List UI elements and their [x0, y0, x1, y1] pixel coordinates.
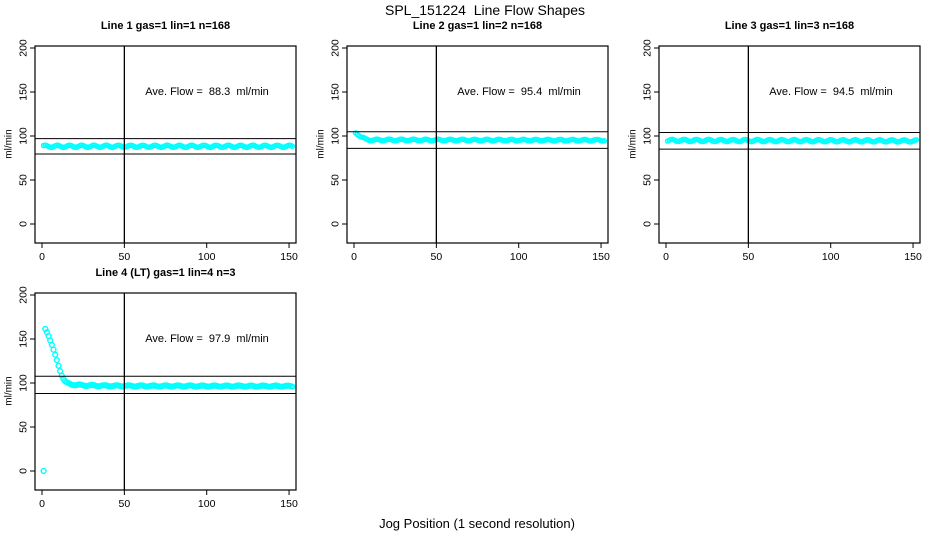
x-tick-label: 100: [822, 251, 840, 263]
plot-area-line-4: 0 50 100 150 0 50 100 150 200: [18, 286, 298, 510]
panel-title: Line 1 gas=1 lin=1 n=168: [100, 20, 231, 32]
x-tick-label: 100: [510, 251, 528, 263]
x-tick-label: 100: [198, 498, 216, 510]
x-tick-label: 50: [743, 251, 755, 263]
plot-area-line-1: 0 50 100 150 0 50 100 150 200: [18, 39, 298, 263]
ave-flow-annotation: Ave. Flow = 88.3 ml/min: [145, 86, 269, 98]
y-tick-label: 0: [18, 221, 30, 227]
y-tick-label: 150: [18, 83, 30, 101]
x-tick-label: 100: [198, 251, 216, 263]
x-tick-label: 150: [280, 498, 298, 510]
plot-box: [34, 292, 297, 491]
data-point: [289, 143, 296, 149]
y-axis: 0 50 100 150 200: [642, 39, 659, 227]
y-tick-label: 50: [18, 174, 30, 186]
y-tick-label: 150: [18, 330, 30, 348]
x-tick-label: 0: [351, 251, 357, 263]
data-point: [289, 383, 296, 390]
x-axis: 0 50 100 150: [351, 243, 610, 263]
x-tick-label: 0: [39, 498, 45, 510]
panel-title: Line 3 gas=1 lin=3 n=168: [724, 20, 855, 32]
panel-title: Line 2 gas=1 lin=2 n=168: [412, 20, 543, 32]
panel-title: Line 4 (LT) gas=1 lin=4 n=3: [95, 267, 236, 279]
y-axis-label: ml/min: [3, 376, 15, 406]
x-tick-label: 50: [431, 251, 443, 263]
y-tick-label: 200: [18, 286, 30, 304]
data-points: [40, 325, 296, 475]
y-tick-label: 50: [18, 421, 30, 433]
x-axis-label: Jog Position (1 second resolution): [379, 516, 575, 531]
y-tick-label: 50: [642, 174, 654, 186]
y-tick-label: 150: [330, 83, 342, 101]
y-tick-label: 200: [330, 39, 342, 57]
x-tick-label: 50: [119, 251, 131, 263]
y-axis: 0 50 100 150 200: [18, 39, 35, 227]
x-tick-label: 50: [119, 498, 131, 510]
x-tick-label: 150: [592, 251, 610, 263]
data-point: [913, 137, 920, 143]
y-tick-label: 0: [18, 468, 30, 474]
y-tick-label: 150: [642, 83, 654, 101]
ave-flow-annotation: Ave. Flow = 95.4 ml/min: [457, 86, 581, 98]
y-tick-label: 200: [18, 39, 30, 57]
y-tick-label: 100: [18, 374, 30, 392]
figure-title: SPL_151224 Line Flow Shapes: [384, 2, 586, 18]
x-axis: 0 50 100 150: [663, 243, 922, 263]
y-axis-label: ml/min: [3, 129, 15, 159]
data-point: [55, 362, 62, 369]
ave-flow-annotation: Ave. Flow = 94.5 ml/min: [769, 86, 893, 98]
y-tick-label: 0: [330, 221, 342, 227]
data-point: [50, 346, 57, 353]
x-tick-label: 0: [663, 251, 669, 263]
data-points: [664, 136, 920, 145]
y-tick-label: 0: [642, 221, 654, 227]
plot-area-line-3: 0 50 100 150 0 50 100 150 200: [642, 39, 922, 263]
panel-line-3: 0 50 100 150 0 50 100 150 200 Line 3 gas=1 lin=3…: [624, 20, 936, 270]
x-tick-label: 0: [39, 251, 45, 263]
y-axis-label: ml/min: [315, 129, 327, 159]
y-axis-label: ml/min: [627, 129, 639, 159]
data-point: [40, 467, 47, 475]
y-tick-label: 100: [18, 127, 30, 145]
plot-box: [34, 45, 297, 244]
plot-box: [658, 45, 921, 244]
data-point: [48, 341, 56, 349]
panel-line-1: 0 50 100 150 0 50 100 150 200 Line 1 gas=1 lin=1…: [0, 20, 312, 270]
x-axis: 0 50 100 150: [39, 490, 298, 510]
ave-flow-annotation: Ave. Flow = 97.9 ml/min: [145, 333, 269, 345]
y-axis: 0 50 100 150 200: [330, 39, 347, 227]
panel-line-2: 0 50 100 150 0 50 100 150 200 Line 2 gas=1 lin=2…: [312, 20, 624, 270]
plot-area-line-2: 0 50 100 150 0 50 100 150 200: [330, 39, 610, 263]
y-axis: 0 50 100 150 200: [18, 286, 35, 474]
panel-line-4: 0 50 100 150 0 50 100 150 200 Line 4 (LT) gas=1 …: [0, 267, 312, 517]
y-tick-label: 50: [330, 174, 342, 186]
x-axis: 0 50 100 150: [39, 243, 298, 263]
data-point: [601, 138, 608, 144]
plot-box: [346, 45, 609, 244]
y-tick-label: 200: [642, 39, 654, 57]
y-tick-label: 100: [330, 127, 342, 145]
x-tick-label: 150: [280, 251, 298, 263]
x-tick-label: 150: [904, 251, 922, 263]
y-tick-label: 100: [642, 127, 654, 145]
data-point: [52, 351, 59, 358]
data-points: [40, 142, 296, 151]
data-points: [352, 130, 608, 144]
data-point: [53, 356, 60, 364]
